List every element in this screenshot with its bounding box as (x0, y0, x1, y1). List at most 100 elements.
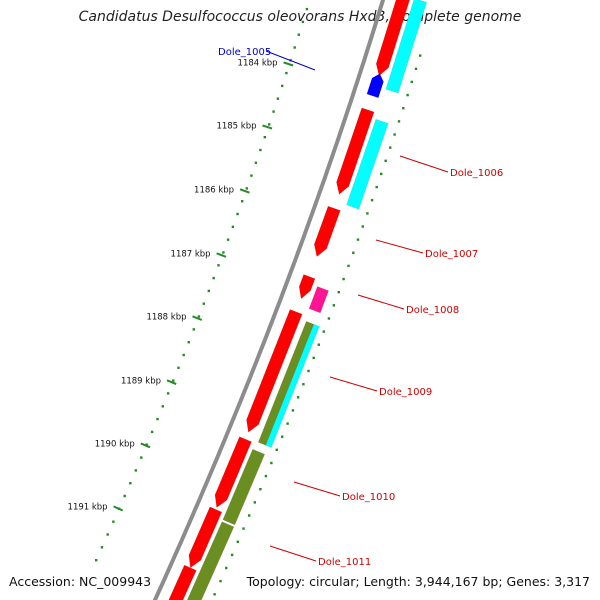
minor-tick (166, 392, 170, 395)
cds-block (188, 506, 223, 569)
minor-tick (317, 343, 320, 346)
cds-block (308, 286, 329, 314)
kbp-label: 1184 kbp (238, 58, 278, 68)
major-tick (283, 61, 294, 67)
minor-tick (337, 291, 340, 294)
minor-tick (414, 67, 418, 70)
minor-tick (250, 174, 253, 177)
minor-tick (140, 456, 143, 459)
gene-leader-line (265, 50, 316, 71)
minor-tick (272, 110, 275, 113)
minor-tick (112, 520, 115, 523)
minor-tick (397, 120, 401, 123)
cds-block (265, 323, 320, 448)
kbp-label: 1186 kbp (194, 185, 234, 195)
minor-tick (305, 7, 309, 11)
minor-tick (245, 187, 248, 190)
gene-label: Dole_1006 (450, 168, 503, 179)
kbp-label: 1190 kbp (95, 439, 135, 449)
minor-tick (259, 488, 262, 491)
cds-block (346, 118, 389, 210)
kbp-label: 1187 kbp (171, 249, 211, 259)
minor-tick (307, 369, 310, 373)
minor-tick (248, 514, 251, 517)
cds-block (385, 0, 428, 94)
minor-tick (161, 405, 164, 408)
minor-tick (342, 277, 345, 281)
major-tick (140, 442, 151, 449)
gene-label: Dole_1005 (218, 47, 271, 58)
tick-layer (95, 7, 422, 596)
cds-block (168, 564, 197, 600)
minor-tick (129, 482, 132, 485)
major-tick (239, 188, 250, 194)
gene-leader-line (269, 545, 317, 562)
major-tick (216, 252, 227, 258)
minor-tick (212, 276, 215, 280)
kbp-label: 1188 kbp (146, 312, 186, 322)
minor-tick (312, 356, 315, 360)
minor-tick (95, 559, 98, 562)
cds-block (214, 436, 252, 508)
minor-tick (123, 494, 126, 498)
minor-tick (145, 443, 148, 446)
minor-tick (236, 212, 239, 216)
gene-leader-line (375, 239, 424, 254)
major-tick (166, 379, 177, 386)
minor-tick (134, 469, 137, 472)
minor-tick (222, 251, 225, 254)
minor-tick (264, 474, 268, 478)
kbp-label-layer: 1184 kbp 1185 kbp 1186 kbp 1187 kbp 1188 kbp… (68, 58, 294, 512)
minor-tick (225, 566, 228, 570)
minor-tick (226, 238, 230, 241)
minor-tick (291, 409, 295, 412)
minor-tick (393, 133, 396, 136)
major-tick (113, 505, 124, 512)
minor-tick (356, 238, 360, 241)
cds-block (222, 448, 266, 526)
minor-tick (285, 71, 288, 75)
minor-tick (297, 33, 300, 36)
minor-tick (301, 20, 305, 24)
minor-tick (241, 200, 244, 203)
gene-leader-line (399, 155, 449, 173)
kbp-label: 1185 kbp (216, 121, 256, 131)
minor-tick (406, 93, 409, 97)
cds-block (314, 205, 341, 258)
minor-tick (177, 366, 180, 369)
minor-tick (242, 527, 245, 530)
minor-tick (192, 328, 195, 331)
minor-tick (281, 435, 284, 438)
topology-text: Topology: circular; Length: 3,944,167 bp… (246, 574, 590, 589)
major-tick (262, 124, 273, 130)
minor-tick (263, 136, 266, 139)
backbone-arc (152, 0, 386, 600)
minor-tick (327, 317, 331, 320)
minor-tick (270, 461, 273, 465)
minor-tick (366, 212, 369, 215)
gene-label: Dole_1009 (379, 387, 432, 398)
minor-tick (275, 448, 278, 451)
minor-tick (347, 264, 350, 268)
minor-tick (281, 84, 284, 88)
minor-tick (286, 422, 289, 425)
minor-tick (197, 315, 201, 318)
minor-tick (236, 540, 239, 543)
minor-tick (302, 383, 305, 386)
cds-block (186, 521, 235, 600)
minor-tick (182, 353, 185, 357)
minor-tick (389, 146, 392, 149)
gene-label: Dole_1008 (406, 305, 459, 316)
cds-block (246, 309, 303, 433)
minor-tick (213, 593, 216, 596)
minor-tick (231, 225, 235, 228)
minor-tick (187, 341, 190, 344)
minor-tick (402, 107, 405, 110)
minor-tick (352, 251, 355, 254)
minor-tick (230, 553, 234, 557)
minor-tick (370, 199, 374, 202)
minor-tick (207, 289, 210, 293)
accession-text: Accession: NC_009943 (9, 574, 152, 589)
minor-tick (375, 185, 378, 189)
